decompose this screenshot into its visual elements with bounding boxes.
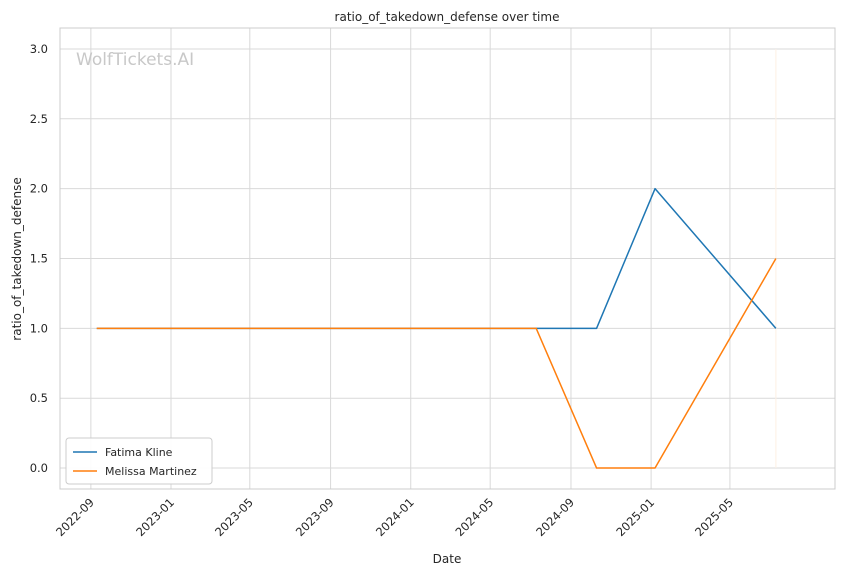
x-axis-label: Date: [433, 552, 462, 566]
plot-frame: [59, 27, 836, 490]
chart-title: ratio_of_takedown_defense over time: [335, 10, 560, 24]
y-tick-label: 0.0: [30, 461, 48, 475]
y-tick-label: 0.5: [30, 391, 48, 405]
series-line-melissa-martinez: [96, 258, 777, 469]
legend-label-melissa-martinez: Melissa Martinez: [105, 465, 197, 478]
y-tick-label: 1.5: [30, 252, 48, 266]
y-tick-labels: 0.0 0.5 1.0 1.5 2.0 2.5 3.0: [30, 42, 48, 475]
y-axis-label: ratio_of_takedown_defense: [10, 177, 24, 340]
y-tick-label: 2.5: [30, 112, 48, 126]
series-lines: [96, 187, 777, 469]
y-tick-label: 1.0: [30, 321, 48, 335]
legend: Fatima Kline Melissa Martinez: [65, 437, 213, 485]
y-tick-label: 2.0: [30, 182, 48, 196]
legend-label-fatima-kline: Fatima Kline: [105, 446, 173, 459]
legend-box: [65, 437, 213, 485]
watermark: WolfTickets.AI: [76, 50, 194, 70]
y-tick-label: 3.0: [30, 42, 48, 56]
